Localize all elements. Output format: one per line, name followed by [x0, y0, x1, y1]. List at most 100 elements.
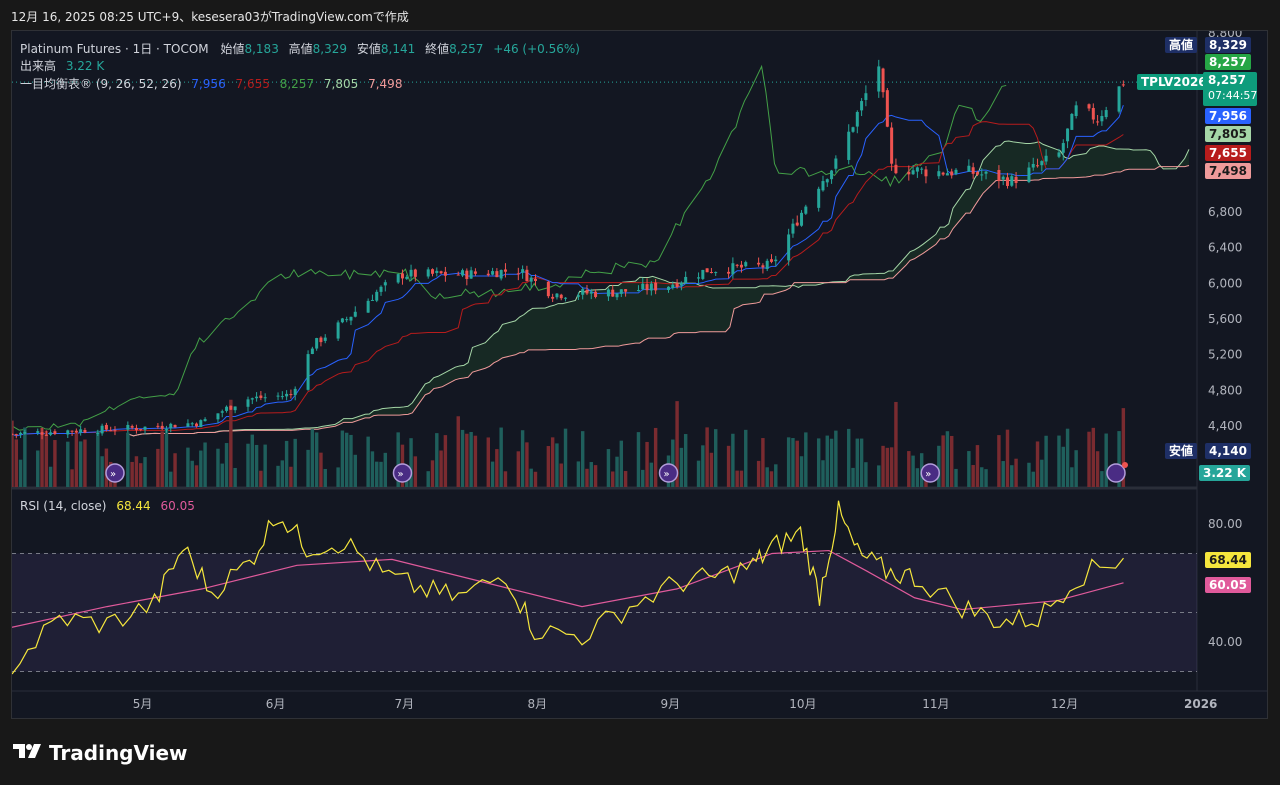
price-axis-tick: 6,800 [1208, 205, 1242, 219]
candle-body [503, 269, 507, 272]
volume-bar [529, 468, 533, 487]
candle-body [439, 271, 443, 274]
volume-bar [36, 450, 40, 487]
candle-body [830, 170, 834, 180]
event-marker-icon [392, 463, 413, 483]
ichimoku-span-a [128, 140, 1190, 437]
volume-bar [1005, 429, 1010, 487]
candle-body [950, 171, 954, 176]
volume-bar [675, 401, 679, 487]
volume-bar [96, 430, 100, 487]
volume-bar [323, 468, 327, 487]
candle-body [615, 293, 619, 298]
candle-body [825, 179, 829, 183]
volume-bar [203, 442, 207, 487]
candle-body [817, 188, 821, 208]
volume-bar [336, 467, 340, 487]
tradingview-logo-icon [12, 740, 42, 765]
event-marker-icon [920, 463, 941, 483]
volume-bar [1117, 431, 1121, 487]
volume-bar [276, 465, 280, 487]
legend-close-label: 終値 [425, 42, 450, 56]
tag-volume: 3.22 K [1199, 465, 1251, 481]
rsi-ma-line [12, 549, 1124, 628]
candle-body [83, 429, 87, 433]
volume-bar [671, 439, 675, 487]
candle-body [486, 273, 490, 276]
tag-last-price-box: 8,257 07:44:57 [1203, 72, 1257, 106]
candle-body [156, 425, 160, 427]
volume-bar [941, 435, 945, 487]
volume-bar [14, 439, 19, 487]
candle-body [671, 284, 675, 289]
volume-bar [160, 431, 164, 487]
snapshot-header: 12月 16, 2025 08:25 UTC+9、kesesera03がTrad… [11, 10, 409, 24]
volume-bar [353, 454, 357, 487]
candle-body [173, 424, 177, 428]
candle-body [881, 68, 885, 93]
candle-body [263, 397, 267, 399]
candle-body [1061, 143, 1065, 153]
time-axis-tick: 5月 [133, 697, 153, 711]
rsi-axis-tick: 80.00 [1208, 517, 1242, 531]
candle-body [744, 262, 748, 267]
ichimoku-kijun [12, 121, 1124, 437]
candle-body [289, 394, 293, 396]
legend-rsi-ma: 60.05 [160, 499, 195, 513]
legend-span-b: 7,498 [368, 77, 403, 91]
volume-bar [954, 468, 958, 487]
volume-bar [550, 437, 555, 487]
legend-volume-label[interactable]: 出来高 [20, 59, 57, 73]
candle-body [259, 395, 263, 398]
candle-body [229, 405, 233, 410]
candle-body [954, 169, 958, 174]
volume-bar [23, 427, 27, 487]
candle-body [731, 263, 735, 275]
candle-body [774, 259, 778, 262]
legend-rsi-label[interactable]: RSI (14, close) [20, 499, 107, 513]
chart-canvas[interactable]: 6,800 6,400 6,000 5,600 5,200 4,800 4,400 8,800… [12, 31, 1267, 718]
volume-bar [804, 432, 808, 487]
volume-bar [1044, 435, 1048, 487]
legend-open-label: 始値 [220, 42, 245, 56]
volume-bar [439, 450, 443, 487]
volume-bar [885, 447, 890, 487]
ichimoku-cloud [129, 141, 1189, 436]
tradingview-logo[interactable]: TradingView [12, 740, 188, 765]
volume-bar [53, 440, 57, 487]
volume-bar [984, 469, 988, 487]
event-marker-glyph: » [664, 469, 670, 480]
volume-bar [731, 433, 735, 487]
candle-body [323, 337, 327, 341]
volume-bar [769, 471, 774, 487]
tag-close: 8,257 [1205, 54, 1251, 70]
candle-body [375, 291, 379, 301]
candle-body [49, 432, 53, 435]
legend-symbol[interactable]: Platinum Futures · 1日 · TOCOM [20, 42, 209, 56]
candle-body [499, 270, 503, 279]
event-marker-glyph: » [925, 469, 931, 480]
time-axis-tick: 9月 [661, 697, 681, 711]
candle-body [1005, 177, 1009, 186]
time-axis-tick: 2026 [1184, 697, 1217, 711]
volume-bar [795, 440, 799, 487]
candle-body [551, 296, 555, 299]
candle-body [186, 423, 190, 427]
ichimoku-chikou [12, 64, 1007, 431]
candle-body [920, 168, 924, 170]
candle-body [40, 432, 44, 435]
candle-body [1001, 176, 1005, 180]
candle-body [495, 271, 499, 278]
candle-body [791, 223, 795, 234]
volume-bar [486, 437, 491, 487]
volume-bar [164, 428, 169, 487]
candle-body [581, 289, 585, 295]
candle-body [409, 269, 413, 277]
volume-bar [143, 457, 147, 487]
volume-bar [280, 460, 285, 487]
legend-ichimoku-label[interactable]: 一目均衡表® (9, 26, 52, 26) [20, 77, 182, 91]
candle-body [821, 181, 825, 191]
volume-bar [533, 471, 538, 487]
chart-frame[interactable]: 6,800 6,400 6,000 5,600 5,200 4,800 4,400 8,800… [11, 30, 1268, 719]
volume-bar [645, 441, 649, 487]
